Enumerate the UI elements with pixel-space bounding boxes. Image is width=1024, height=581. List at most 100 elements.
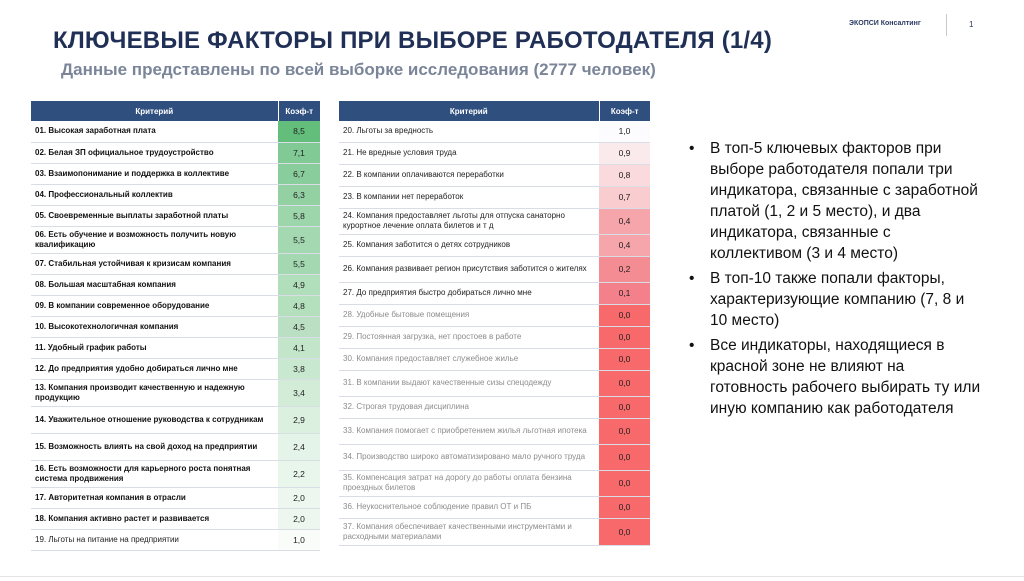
table-row: 37. Компания обеспечивает качественными … <box>339 518 650 546</box>
table-row: 11. Удобный график работы 4,1 <box>31 337 320 359</box>
table-row: 15. Возможность влиять на свой доход на … <box>31 433 320 461</box>
criterion-label: 02. Белая ЗП официальное трудоустройство <box>31 142 278 164</box>
coef-value: 0,0 <box>599 496 650 519</box>
table-row: 17. Авторитетная компания в отрасли 2,0 <box>31 487 320 509</box>
table-row: 27. До предприятия быстро добираться лич… <box>339 282 650 305</box>
criterion-label: 23. В компании нет переработок <box>339 186 599 209</box>
table-row: 29. Постоянная загрузка, нет простоев в … <box>339 326 650 349</box>
coef-value: 2,0 <box>278 508 320 530</box>
criterion-label: 07. Стабильная устойчивая к кризисам ком… <box>31 253 278 275</box>
criterion-label: 17. Авторитетная компания в отрасли <box>31 487 278 509</box>
table-row: 05. Своевременные выплаты заработной пла… <box>31 205 320 227</box>
criterion-label: 27. До предприятия быстро добираться лич… <box>339 282 599 305</box>
coef-value: 1,0 <box>278 529 320 551</box>
table-header-row: Критерий Коэф-т <box>31 101 320 121</box>
table-row: 28. Удобные бытовые помещения 0,0 <box>339 304 650 327</box>
criteria-table-left: Критерий Коэф-т 01. Высокая заработная п… <box>31 101 320 551</box>
criterion-label: 37. Компания обеспечивает качественными … <box>339 518 599 546</box>
coef-value: 5,5 <box>278 253 320 275</box>
criterion-label: 13. Компания производит качественную и н… <box>31 379 278 407</box>
criterion-label: 05. Своевременные выплаты заработной пла… <box>31 205 278 227</box>
table-row: 20. Льготы за вредность 1,0 <box>339 121 650 143</box>
table-row: 26. Компания развивает регион присутстви… <box>339 256 650 283</box>
coef-column-header: Коэф-т <box>278 101 320 121</box>
criterion-column-header: Критерий <box>31 101 279 121</box>
criterion-label: 10. Высокотехнологичная компания <box>31 316 278 338</box>
coef-value: 0,8 <box>599 164 650 187</box>
table-row: 21. Не вредные условия труда 0,9 <box>339 142 650 165</box>
coef-value: 0,2 <box>599 256 650 283</box>
table-row: 22. В компании оплачиваются переработки 0… <box>339 164 650 187</box>
table-row: 01. Высокая заработная плата 8,5 <box>31 121 320 143</box>
criterion-label: 25. Компания заботится о детях сотрудник… <box>339 234 599 257</box>
coef-value: 3,4 <box>278 379 320 407</box>
coef-value: 0,4 <box>599 234 650 257</box>
table-row: 24. Компания предоставляет льготы для от… <box>339 208 650 235</box>
bullet-item: Все индикаторы, находящиеся в красной зо… <box>684 335 984 419</box>
table-row: 31. В компании выдают качественные сизы … <box>339 370 650 397</box>
criterion-label: 31. В компании выдают качественные сизы … <box>339 370 599 397</box>
table-row: 04. Профессиональный коллектив 6,3 <box>31 184 320 206</box>
coef-value: 0,0 <box>599 444 650 471</box>
coef-value: 2,4 <box>278 433 320 461</box>
criterion-label: 15. Возможность влиять на свой доход на … <box>31 433 278 461</box>
criterion-label: 30. Компания предоставляет служебное жил… <box>339 348 599 371</box>
bullet-item: В топ-5 ключевых факторов при выборе раб… <box>684 138 984 264</box>
page-number: 1 <box>969 20 974 29</box>
criterion-label: 14. Уважительное отношение руководства к… <box>31 406 278 434</box>
criterion-label: 04. Профессиональный коллектив <box>31 184 278 206</box>
coef-value: 0,0 <box>599 418 650 445</box>
criterion-label: 29. Постоянная загрузка, нет простоев в … <box>339 326 599 349</box>
criteria-table-right: Критерий Коэф-т 20. Льготы за вредность 1… <box>339 101 650 546</box>
coef-value: 5,5 <box>278 226 320 254</box>
criterion-label: 16. Есть возможности для карьерного рост… <box>31 460 278 488</box>
criterion-label: 26. Компания развивает регион присутстви… <box>339 256 599 283</box>
bullet-item: В топ-10 также попали факторы, характери… <box>684 268 984 331</box>
table-row: 35. Компенсация затрат на дорогу до рабо… <box>339 470 650 497</box>
coef-value: 2,9 <box>278 406 320 434</box>
criterion-label: 08. Большая масштабная компания <box>31 274 278 296</box>
coef-value: 2,2 <box>278 460 320 488</box>
table-row: 16. Есть возможности для карьерного рост… <box>31 460 320 488</box>
table-row: 32. Строгая трудовая дисциплина 0,0 <box>339 396 650 419</box>
coef-value: 2,0 <box>278 487 320 509</box>
criterion-label: 03. Взаимопонимание и поддержка в коллек… <box>31 163 278 185</box>
criterion-label: 33. Компания помогает с приобретением жи… <box>339 418 599 445</box>
coef-value: 4,1 <box>278 337 320 359</box>
criterion-column-header: Критерий <box>339 101 600 121</box>
summary-bullets: В топ-5 ключевых факторов при выборе раб… <box>684 138 984 423</box>
criterion-label: 19. Льготы на питание на предприятии <box>31 529 278 551</box>
coef-value: 3,8 <box>278 358 320 380</box>
criterion-label: 20. Льготы за вредность <box>339 121 599 143</box>
criterion-label: 22. В компании оплачиваются переработки <box>339 164 599 187</box>
table-row: 06. Есть обучение и возможность получить… <box>31 226 320 254</box>
criterion-label: 28. Удобные бытовые помещения <box>339 304 599 327</box>
coef-value: 0,0 <box>599 304 650 327</box>
coef-value: 0,0 <box>599 326 650 349</box>
table-row: 14. Уважительное отношение руководства к… <box>31 406 320 434</box>
table-row: 13. Компания производит качественную и н… <box>31 379 320 407</box>
coef-value: 0,0 <box>599 518 650 546</box>
table-row: 10. Высокотехнологичная компания 4,5 <box>31 316 320 338</box>
table-header-row: Критерий Коэф-т <box>339 101 650 121</box>
header-divider <box>946 14 947 36</box>
coef-value: 0,4 <box>599 208 650 235</box>
coef-value: 4,8 <box>278 295 320 317</box>
coef-value: 6,3 <box>278 184 320 206</box>
footer-divider <box>0 576 1024 577</box>
criterion-label: 24. Компания предоставляет льготы для от… <box>339 208 599 235</box>
coef-column-header: Коэф-т <box>599 101 650 121</box>
coef-value: 0,0 <box>599 348 650 371</box>
criterion-label: 32. Строгая трудовая дисциплина <box>339 396 599 419</box>
coef-value: 1,0 <box>599 121 650 143</box>
table-row: 19. Льготы на питание на предприятии 1,0 <box>31 529 320 551</box>
page-title: КЛЮЧЕВЫЕ ФАКТОРЫ ПРИ ВЫБОРЕ РАБОТОДАТЕЛЯ… <box>53 27 773 54</box>
page-subtitle: Данные представлены по всей выборке иссл… <box>61 60 656 79</box>
coef-value: 0,0 <box>599 470 650 497</box>
brand-logo-text: ЭКОПСИ Консалтинг <box>849 20 921 27</box>
table-row: 09. В компании современное оборудование 4… <box>31 295 320 317</box>
table-row: 25. Компания заботится о детях сотрудник… <box>339 234 650 257</box>
table-row: 12. До предприятия удобно добираться лич… <box>31 358 320 380</box>
coef-value: 0,7 <box>599 186 650 209</box>
criterion-label: 18. Компания активно растет и развиваетс… <box>31 508 278 530</box>
